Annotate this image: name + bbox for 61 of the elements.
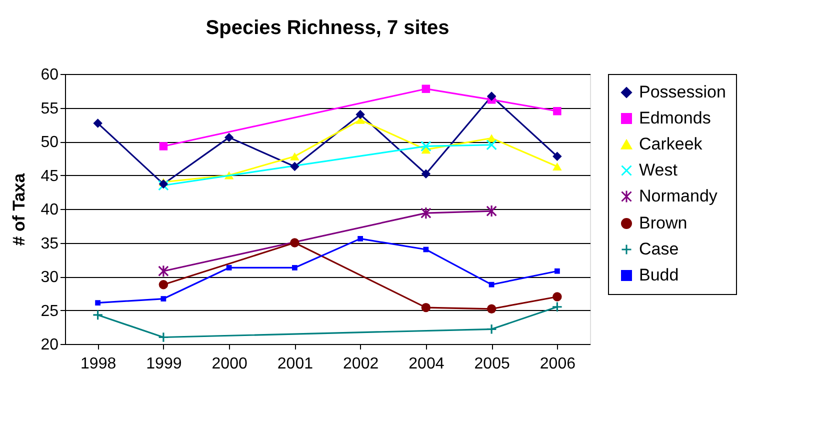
y-tick-label: 55	[40, 100, 59, 118]
point	[159, 142, 168, 150]
x-tick-label: 1998	[80, 356, 116, 372]
point	[422, 84, 430, 93]
point	[486, 139, 497, 150]
x-tick-label: 2005	[474, 356, 510, 372]
x-tick-label: 2000	[212, 356, 248, 372]
legend-label: Brown	[639, 214, 688, 232]
point	[552, 292, 562, 302]
point	[158, 280, 168, 290]
legend-label: West	[639, 160, 678, 180]
y-tick-label: 35	[40, 235, 59, 252]
y-tick-label: 20	[40, 336, 59, 354]
y-axis-title: # of Taxa	[10, 172, 29, 246]
point	[224, 132, 234, 142]
point	[554, 268, 560, 274]
x-tick-label: 2004	[408, 356, 444, 372]
x-tick-label: 2001	[277, 356, 314, 372]
point	[488, 282, 494, 288]
legend-label: Case	[639, 240, 679, 258]
point	[486, 92, 496, 101]
legend-label: Edmonds	[639, 108, 711, 128]
legend-label: Carkeek	[639, 134, 703, 154]
point	[290, 238, 300, 248]
point	[552, 162, 562, 170]
point	[552, 152, 562, 161]
point	[158, 332, 169, 343]
x-tick-label: 1999	[146, 356, 182, 372]
point	[421, 169, 431, 179]
y-tick-label: 45	[40, 168, 59, 185]
point	[552, 301, 563, 312]
chart-title: Species Richness, 7 sites	[206, 17, 450, 39]
point	[290, 162, 300, 172]
point	[93, 118, 102, 128]
y-tick-label: 30	[40, 269, 59, 286]
point	[292, 265, 298, 270]
point	[486, 304, 496, 314]
legend-label: Budd	[639, 266, 679, 284]
point	[158, 264, 169, 278]
x-tick-label: 2002	[343, 356, 379, 372]
point	[356, 110, 365, 120]
legend-label: Normandy	[639, 186, 718, 206]
legend-label: Possession	[639, 82, 726, 102]
x-tick-label: 2006	[540, 356, 576, 372]
y-tick-label: 25	[40, 302, 59, 320]
point	[423, 246, 429, 252]
point	[92, 310, 104, 320]
point	[226, 265, 232, 270]
point	[420, 206, 432, 220]
y-tick-label: 40	[40, 202, 59, 218]
point	[358, 236, 364, 242]
point	[420, 140, 432, 152]
point	[160, 296, 166, 302]
y-tick-label: 60	[40, 66, 59, 84]
point	[95, 300, 101, 306]
point	[553, 107, 562, 116]
point	[290, 152, 300, 160]
point	[486, 324, 497, 335]
point	[421, 302, 431, 312]
y-tick-label: 50	[40, 134, 59, 151]
point	[486, 204, 497, 218]
